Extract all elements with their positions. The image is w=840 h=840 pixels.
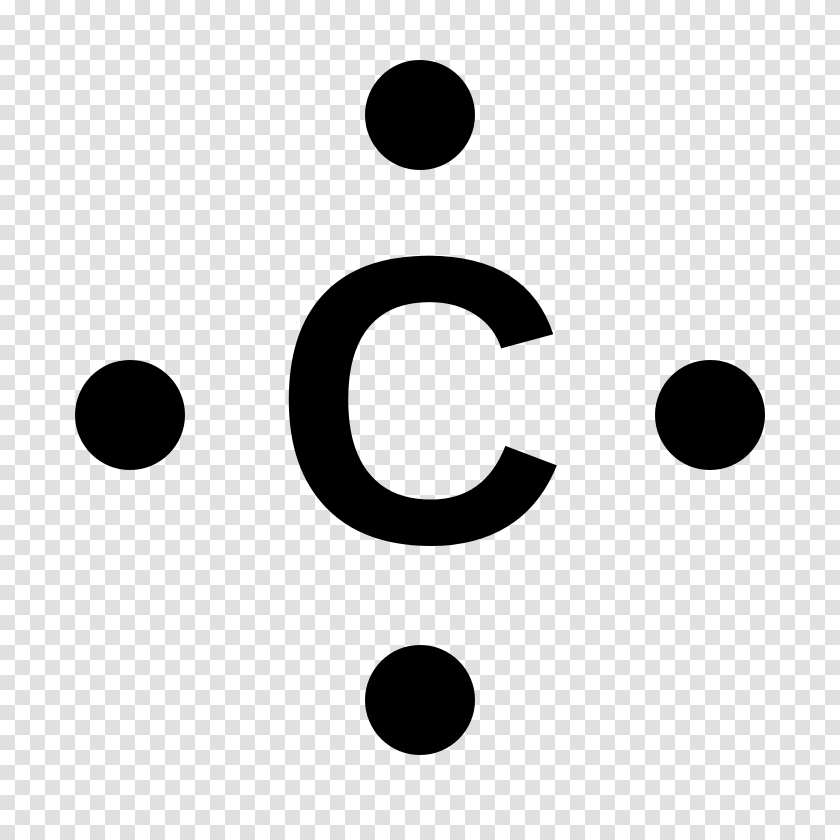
electron-top (365, 60, 475, 170)
electron-bottom (365, 645, 475, 755)
lewis-dot-diagram: C (0, 0, 840, 840)
electron-left (75, 360, 185, 470)
element-symbol: C (272, 195, 568, 605)
electron-right (655, 360, 765, 470)
